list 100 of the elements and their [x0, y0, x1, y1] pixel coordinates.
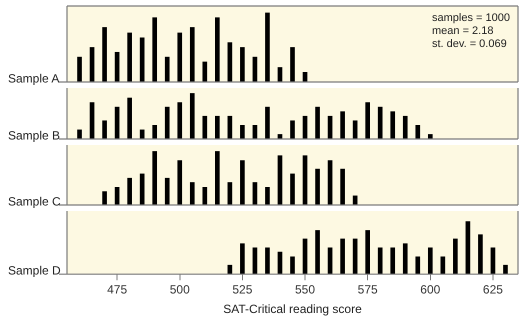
bar [328, 160, 332, 205]
bar [140, 174, 144, 205]
bar [177, 160, 182, 205]
bar [152, 151, 158, 205]
bar [390, 111, 396, 139]
annotation: samples = 1000 [432, 12, 510, 24]
bar [490, 248, 496, 274]
bar [352, 196, 358, 205]
bar [252, 182, 258, 205]
bar [177, 102, 182, 139]
bar [252, 248, 258, 274]
bar [177, 32, 182, 82]
x-tick-label: 625 [482, 282, 504, 297]
bar [440, 256, 446, 274]
bar [202, 62, 208, 82]
x-tick-label: 600 [420, 282, 441, 297]
y-axis-title: Sample A [8, 71, 60, 86]
bar [302, 72, 308, 82]
bar [102, 191, 107, 205]
bar [240, 243, 245, 274]
bar [202, 116, 208, 139]
bar [190, 182, 195, 205]
bar [215, 151, 220, 205]
x-tick-label: 475 [107, 282, 128, 297]
x-tick-label: 550 [295, 282, 316, 297]
bar [315, 168, 320, 205]
bar [278, 67, 282, 82]
bar [278, 155, 282, 205]
bar [415, 125, 420, 139]
bar [265, 186, 270, 205]
bar [127, 98, 132, 139]
bar [114, 106, 120, 139]
bar [290, 120, 295, 139]
bar [164, 178, 170, 205]
bar [252, 56, 258, 82]
bar [428, 248, 433, 274]
bar [140, 130, 144, 139]
bar [265, 248, 270, 274]
bar [390, 248, 396, 274]
bar [302, 116, 308, 139]
bar [114, 52, 120, 82]
bar [90, 102, 94, 139]
bar [152, 17, 158, 82]
bar [340, 238, 345, 274]
y-axis-title: Sample D [8, 264, 62, 278]
bar [228, 116, 232, 139]
bar [215, 17, 220, 82]
bar [302, 238, 308, 274]
bar [265, 106, 270, 139]
bar [240, 160, 245, 205]
bar [90, 47, 94, 82]
bar [503, 264, 508, 274]
bar [352, 238, 358, 274]
bar [278, 252, 282, 274]
bar [278, 134, 282, 139]
y-axis-title: Sample B [8, 128, 60, 142]
bar [340, 111, 345, 139]
bar [365, 102, 370, 139]
x-tick-label: 575 [358, 282, 378, 297]
bar [478, 234, 483, 274]
bar [190, 27, 195, 82]
bar [215, 116, 220, 139]
bar [190, 93, 195, 139]
bar [290, 174, 295, 205]
bar [240, 47, 245, 82]
bar [164, 106, 170, 139]
bar [102, 120, 107, 139]
bar [228, 182, 232, 205]
x-tick-label: 500 [170, 282, 190, 297]
bar [378, 106, 383, 139]
annotation: st. dev. = 0.069 [432, 38, 507, 50]
bar [402, 243, 408, 274]
bar [202, 186, 208, 205]
bar [328, 248, 332, 274]
bar [290, 47, 295, 82]
bar [164, 56, 170, 82]
bar [466, 221, 470, 274]
bar [328, 116, 332, 139]
bar [152, 125, 158, 139]
bar [402, 116, 408, 139]
bar [315, 106, 320, 139]
bar [378, 248, 383, 274]
bar [127, 178, 132, 205]
bar [102, 27, 107, 82]
x-tick-label: 525 [232, 282, 253, 297]
y-axis-title: Sample C [8, 194, 62, 208]
bar [453, 238, 458, 274]
bar [140, 37, 144, 82]
bar [265, 12, 270, 82]
bar [240, 125, 245, 139]
bar [77, 56, 82, 82]
x-axis-title: SAT-Critical reading score [223, 302, 362, 316]
bar [290, 256, 295, 274]
bar [415, 256, 420, 274]
bar [252, 125, 258, 139]
annotation: mean = 2.18 [432, 25, 494, 38]
bar [365, 230, 370, 274]
bar [127, 32, 132, 82]
bar [228, 42, 232, 82]
bar [77, 130, 82, 139]
